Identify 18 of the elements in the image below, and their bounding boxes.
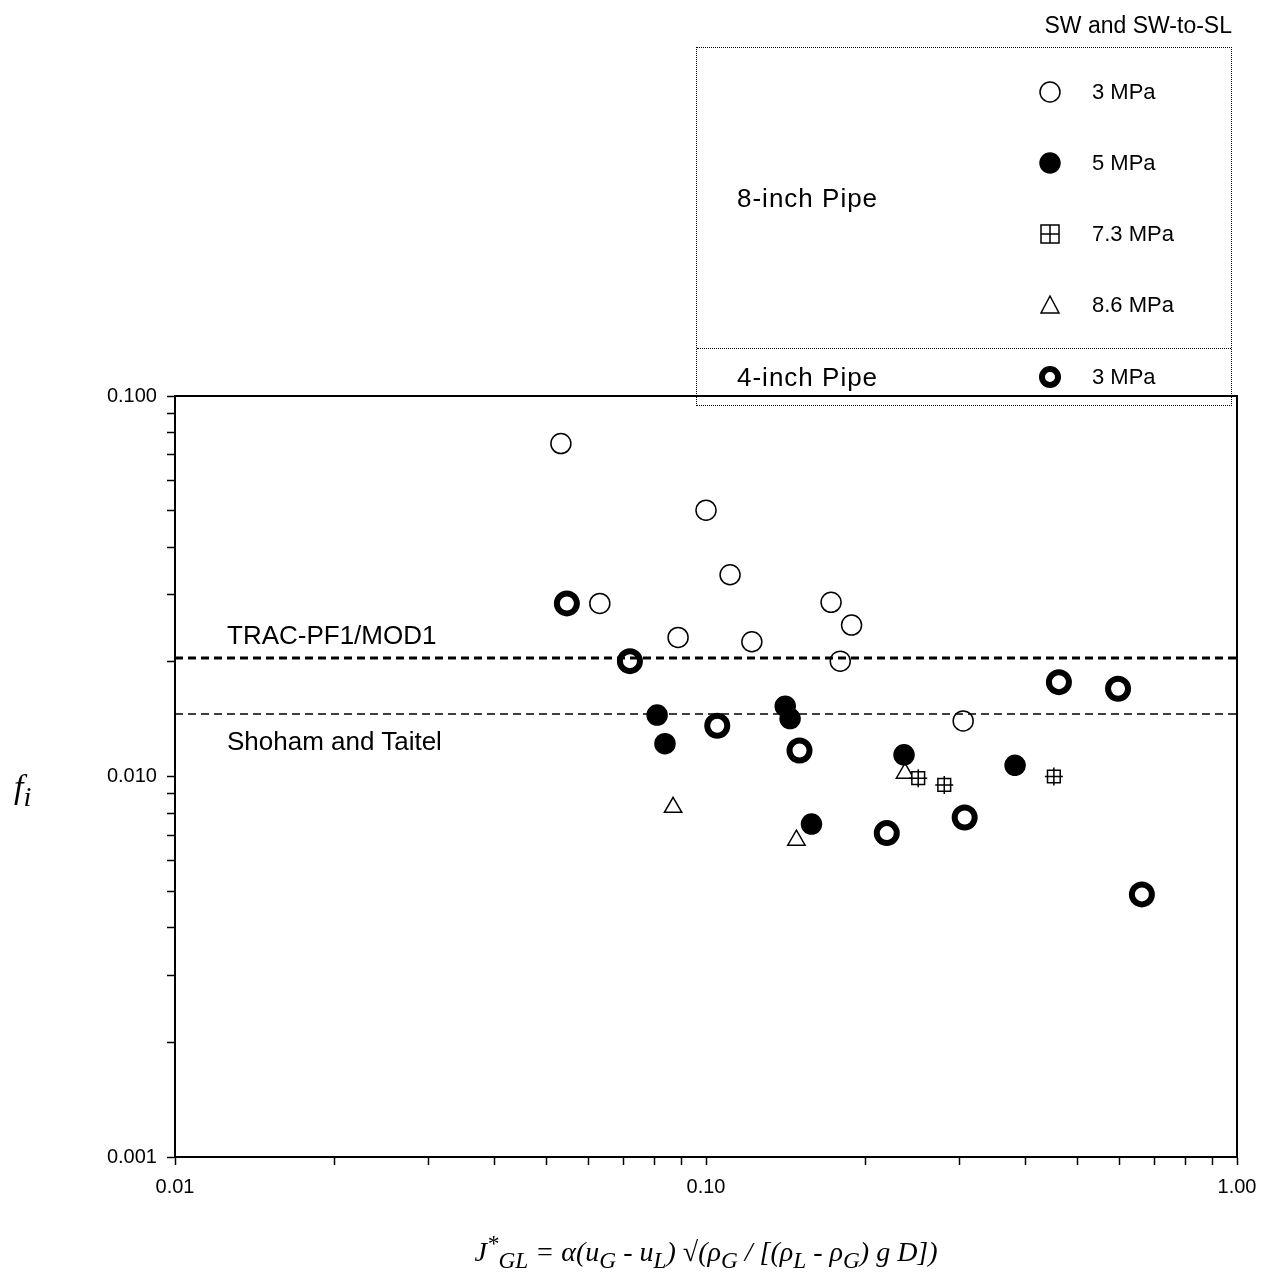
x-tick-label: 0.01: [155, 1174, 195, 1197]
legend-title: SW and SW-to-SL: [1043, 12, 1232, 39]
legend-label: 3 MPa: [1092, 78, 1156, 105]
legend-label: 8.6 MPa: [1092, 291, 1174, 318]
y-tick-label: 0.100: [106, 383, 157, 406]
y-tick-label: 0.001: [106, 1144, 157, 1167]
text: 8-inch Pipe: [736, 182, 880, 214]
y-tick-label: 0.010: [106, 764, 157, 787]
ref-line-label: TRAC-PF1/MOD1: [227, 620, 437, 651]
legend-label: 7.3 MPa: [1092, 220, 1174, 247]
legend-label: 3 MPa: [1092, 364, 1156, 390]
y-axis-title: f$_{i}$: [14, 768, 32, 813]
text: 4-inch Pipe: [736, 361, 880, 393]
text: J$^{*}$$_{GL}$ = α(u$_{G}$ - u$_{L}$) √(ρ$_{G}$ / [(ρ$_{L}$ - ρ$_{G}$) g D]): [474, 1230, 938, 1273]
x-tick-label: 0.10: [686, 1174, 726, 1197]
ref-line-label: Shoham and Taitel: [227, 726, 442, 757]
legend-label: 5 MPa: [1092, 149, 1156, 176]
x-tick-label: 1.00: [1217, 1174, 1257, 1197]
